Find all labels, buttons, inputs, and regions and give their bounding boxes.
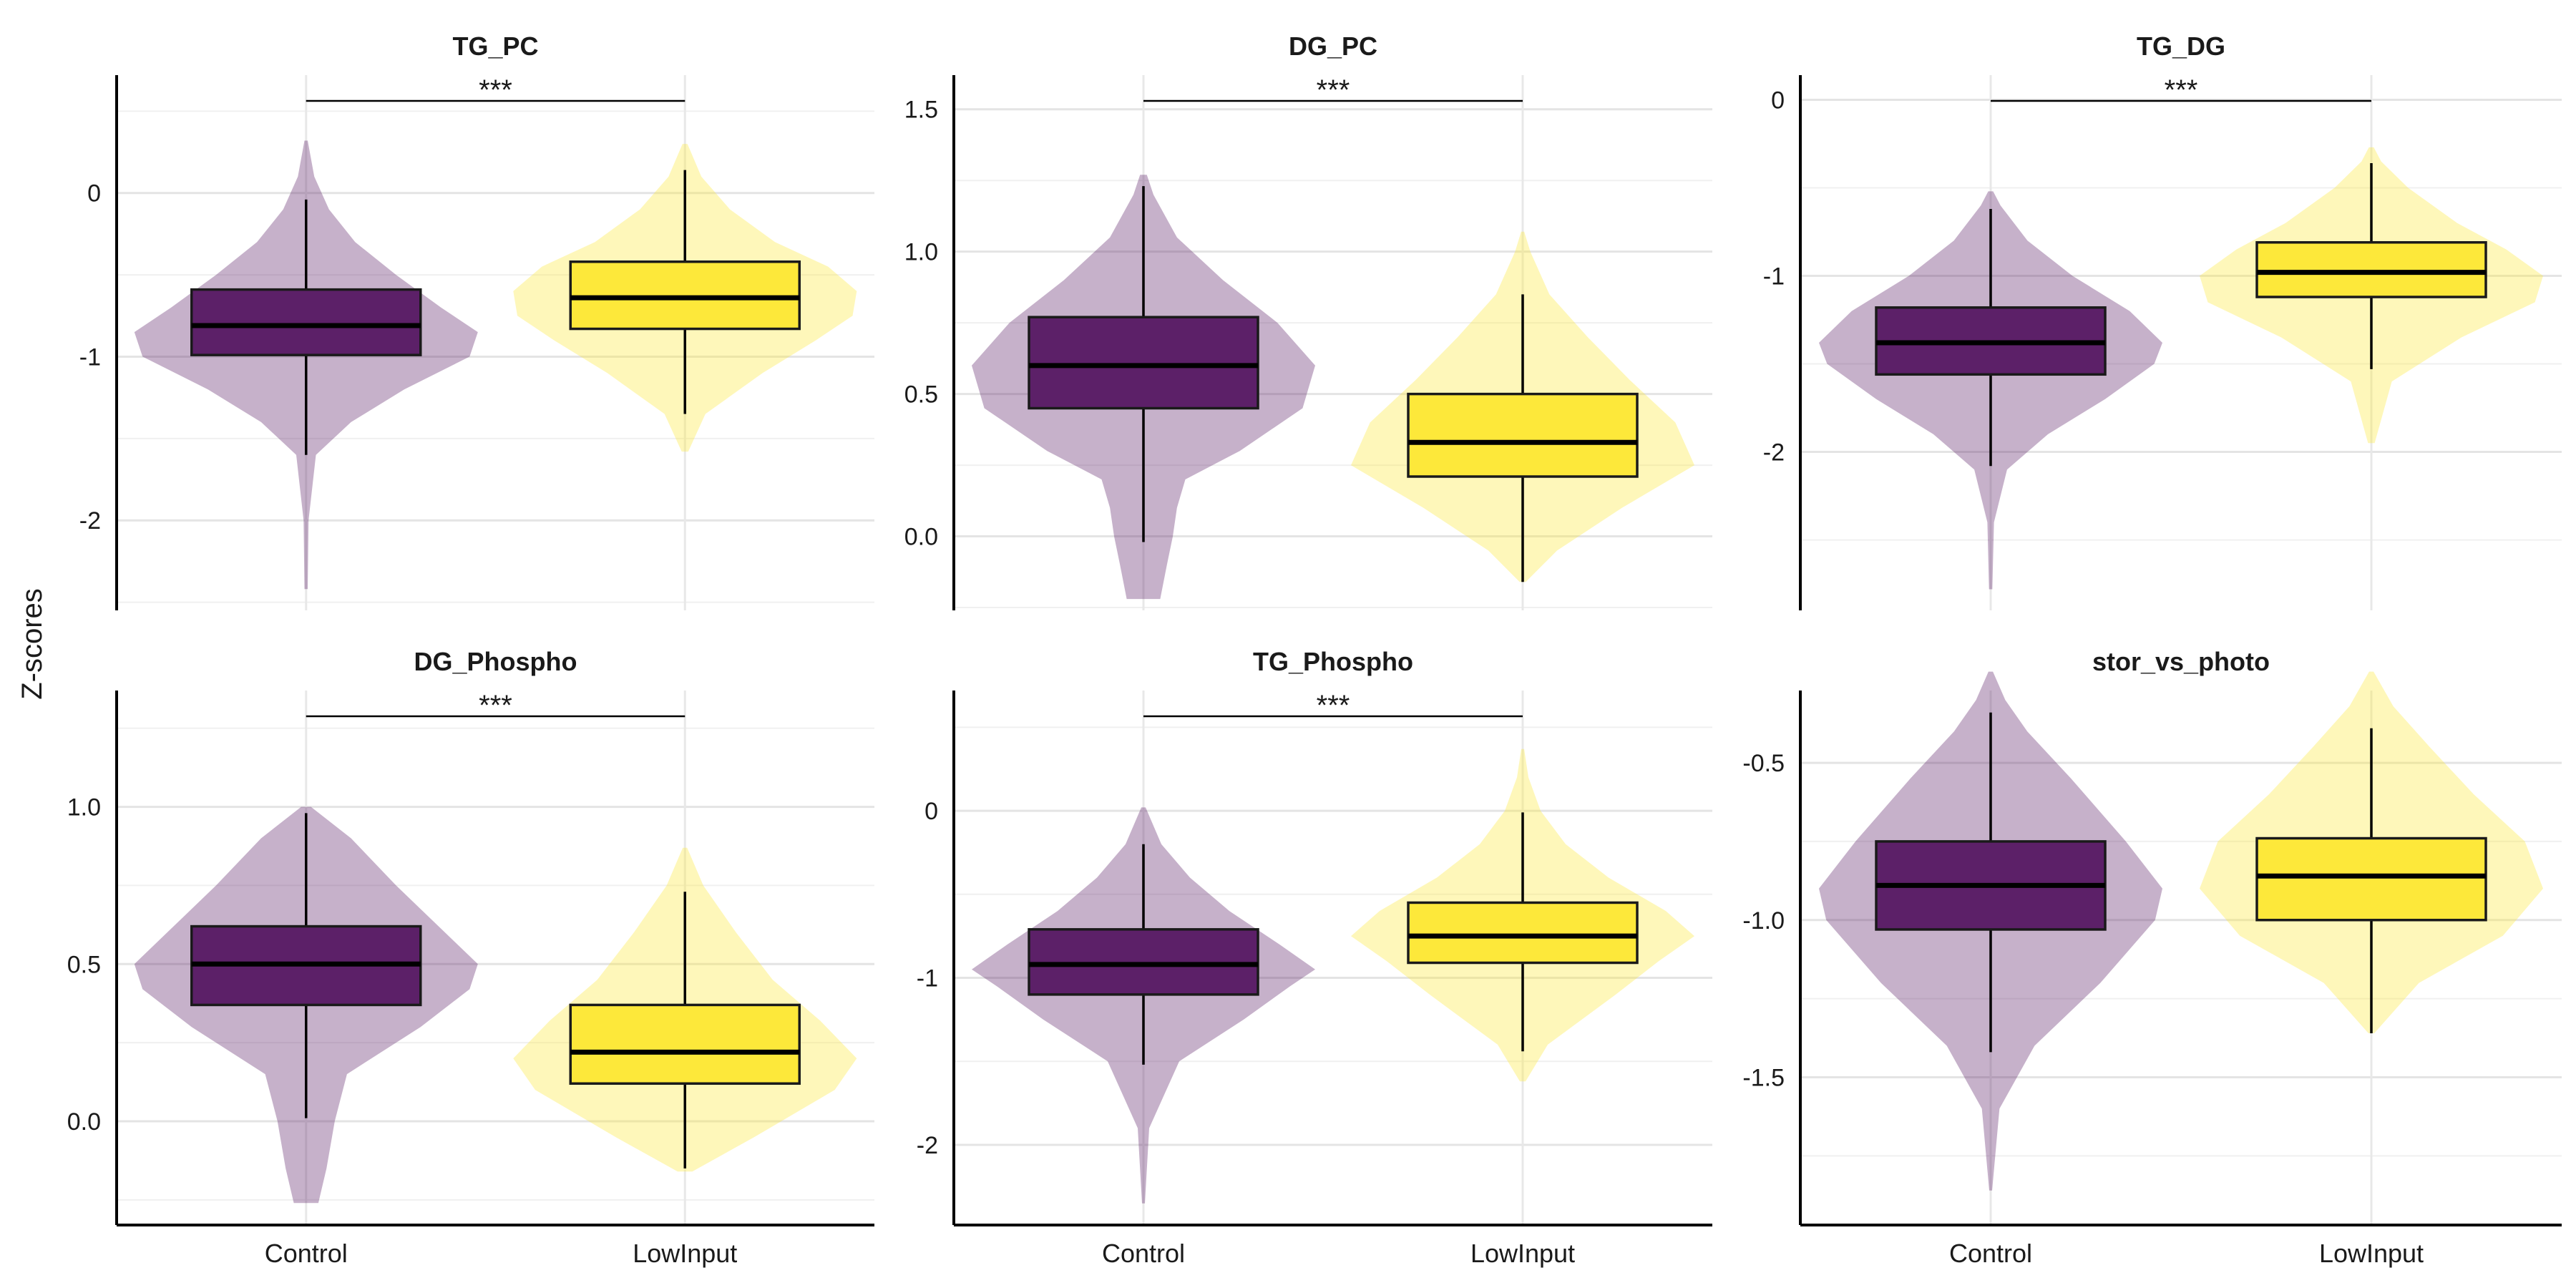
y-tick-label: -2 <box>79 507 101 535</box>
y-tick-label: -1.0 <box>1742 907 1785 935</box>
panel-title: TG_DG <box>2137 31 2225 61</box>
y-tick-label: 0.5 <box>67 951 101 978</box>
significance-label: *** <box>1317 690 1350 721</box>
panel-TG_DG: -2 -1 0 TG_DG *** <box>1763 31 2562 610</box>
x-tick-label: Control <box>265 1239 348 1268</box>
y-tick-label: 0.5 <box>904 381 938 409</box>
x-tick-label: Control <box>1102 1239 1185 1268</box>
y-axis-label: Z-scores <box>16 588 48 700</box>
y-tick-label: -1 <box>917 965 938 992</box>
y-tick-label: -0.5 <box>1742 750 1785 777</box>
box-LowInput <box>569 1003 801 1085</box>
y-tick-label: -1.5 <box>1742 1064 1785 1091</box>
panel-DG_Phospho: 0.0 0.5 1.0 Control LowInput DG_Phospho *** <box>67 647 874 1268</box>
significance-label: *** <box>479 74 512 106</box>
box-LowInput <box>2255 836 2487 922</box>
panel-stor_vs_photo: -1.5 -1.0 -0.5 Control LowInput stor_vs_photo <box>1742 647 2562 1268</box>
panel-title: DG_Phospho <box>414 647 577 676</box>
y-tick-label: 1.0 <box>904 239 938 266</box>
box-LowInput <box>1407 901 1639 965</box>
y-tick-label: 0.0 <box>904 524 938 551</box>
panel-TG_PC: -2 -1 0 TG_PC *** <box>79 31 874 610</box>
y-tick-label: -2 <box>917 1132 938 1159</box>
panel-title: DG_PC <box>1289 31 1377 61</box>
panel-title: TG_Phospho <box>1253 647 1413 676</box>
panel-DG_PC: 0.0 0.5 1.0 1.5 DG_PC *** <box>904 31 1712 610</box>
box-LowInput <box>1407 392 1639 478</box>
panel-TG_Phospho: -2 -1 0 Control LowInput TG_Phospho *** <box>917 647 1712 1268</box>
y-tick-label: -2 <box>1763 439 1785 467</box>
panel-title: stor_vs_photo <box>2092 647 2270 676</box>
y-tick-label: 0.0 <box>67 1108 101 1136</box>
significance-label: *** <box>479 690 512 721</box>
y-tick-label: 1.0 <box>67 794 101 821</box>
x-tick-label: LowInput <box>633 1239 737 1268</box>
significance-label: *** <box>2165 74 2198 106</box>
box-Control <box>1028 928 1259 996</box>
significance-label: *** <box>1317 74 1350 106</box>
y-tick-label: 1.5 <box>904 97 938 124</box>
panel-title: TG_PC <box>452 31 538 61</box>
box-Control <box>1028 316 1259 410</box>
box-LowInput <box>2255 241 2487 298</box>
y-tick-label: 0 <box>924 798 938 825</box>
y-tick-label: -1 <box>1763 263 1785 291</box>
x-tick-label: Control <box>1949 1239 2032 1268</box>
y-tick-label: 0 <box>1771 87 1785 114</box>
y-tick-label: -1 <box>79 343 101 371</box>
x-tick-label: LowInput <box>2319 1239 2424 1268</box>
box-Control <box>190 288 422 356</box>
x-tick-label: LowInput <box>1470 1239 1575 1268</box>
y-tick-label: 0 <box>87 180 101 208</box>
